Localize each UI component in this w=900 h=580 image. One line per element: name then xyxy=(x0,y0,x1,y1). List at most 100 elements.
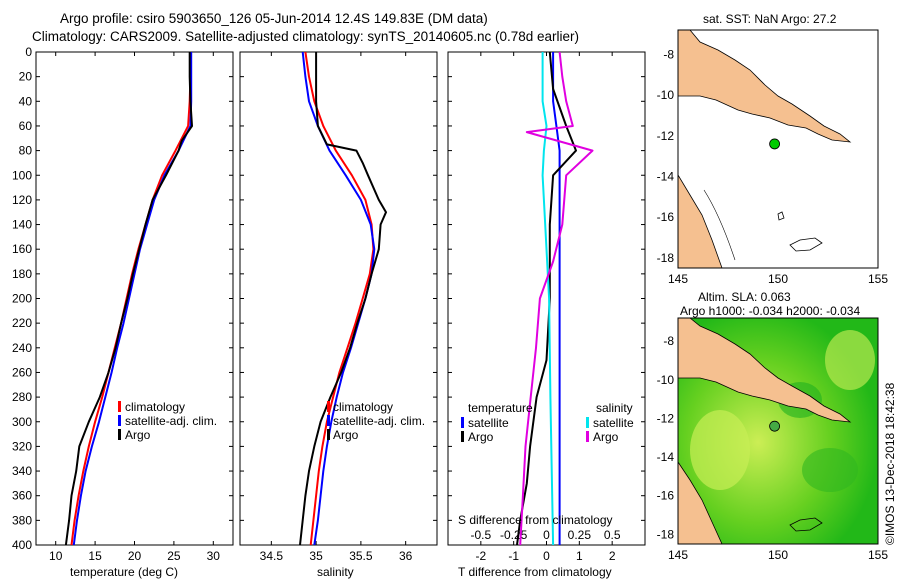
legend-title-temperature: temperature xyxy=(468,401,533,415)
coast-contour xyxy=(703,189,736,261)
y-tick-label: 120 xyxy=(12,193,32,207)
x-tick-label: 0 xyxy=(543,549,550,563)
australia-land xyxy=(678,461,723,544)
x-top-tick-label: -0.5 xyxy=(470,528,491,542)
x-tick-label: -1 xyxy=(508,549,519,563)
legend-swatch-climatology xyxy=(327,401,330,412)
map-y-tick-label: -10 xyxy=(657,373,675,387)
y-tick-label: 400 xyxy=(12,538,32,552)
legend-swatch-t-argo xyxy=(461,431,464,442)
x-top-tick-label: 0.25 xyxy=(568,528,592,542)
x-top-tick-label: 0.5 xyxy=(604,528,621,542)
legend-swatch-argo xyxy=(327,429,330,440)
argo-location-marker xyxy=(769,138,780,150)
series-line-argo xyxy=(64,52,193,545)
x-tick-label: 35 xyxy=(309,549,323,563)
x-tick-label: 34.5 xyxy=(260,549,284,563)
legend-label-climatology: climatology xyxy=(333,400,393,414)
sla-high-patch xyxy=(690,410,750,490)
series-line-t-satellite xyxy=(552,52,561,545)
reef-outline xyxy=(789,237,823,252)
map-x-tick-label: 155 xyxy=(868,548,888,562)
legend-swatch-climatology xyxy=(118,401,121,412)
map-x-tick-label: 145 xyxy=(668,272,688,286)
map-y-tick-label: -12 xyxy=(657,411,675,425)
map-y-tick-label: -18 xyxy=(657,527,675,541)
australia-land xyxy=(678,174,723,268)
y-tick-label: 300 xyxy=(12,415,32,429)
x-tick-label: 15 xyxy=(88,549,102,563)
map-x-tick-label: 155 xyxy=(868,272,888,286)
y-tick-label: 360 xyxy=(12,489,32,503)
map-y-tick-label: -16 xyxy=(657,489,675,503)
map-y-tick-label: -8 xyxy=(663,334,674,348)
reef-outline xyxy=(789,517,823,532)
y-tick-label: 100 xyxy=(12,168,32,182)
series-line-s-argo xyxy=(519,52,594,545)
y-tick-label: 240 xyxy=(12,341,32,355)
x-tick-label: 2 xyxy=(609,549,616,563)
x-tick-label: -2 xyxy=(475,549,486,563)
sla-low-patch xyxy=(802,448,858,492)
legend-swatch-t-satellite xyxy=(461,417,464,428)
map-y-tick-label: -8 xyxy=(663,47,674,61)
salinity-xlabel: salinity xyxy=(317,565,354,579)
map-y-tick-label: -14 xyxy=(657,169,675,183)
legend-label-argo: Argo xyxy=(125,428,151,442)
x-tick-label: 35.5 xyxy=(349,549,373,563)
legend-label-satellite: satellite-adj. clim. xyxy=(125,414,217,428)
temperature-xlabel: temperature (deg C) xyxy=(70,565,178,579)
difference-legend: temperature salinity satellite Argo sate… xyxy=(461,401,634,444)
argo-location-marker xyxy=(769,420,780,432)
y-tick-label: 160 xyxy=(12,242,32,256)
sst-map-title: sat. SST: NaN Argo: 27.2 xyxy=(703,12,837,26)
x-tick-label: 1 xyxy=(576,549,583,563)
difference-xlabel: T difference from climatology xyxy=(458,565,612,579)
series-line-climatology xyxy=(70,52,192,545)
x-tick-label: 25 xyxy=(167,549,181,563)
papua-new-guinea-land xyxy=(678,30,852,143)
y-tick-label: 200 xyxy=(12,292,32,306)
sla-high-patch xyxy=(825,330,875,390)
y-tick-label: 80 xyxy=(19,144,33,158)
x-tick-label: 10 xyxy=(49,549,63,563)
series-line-argo xyxy=(299,52,387,545)
map-x-tick-label: 150 xyxy=(768,548,788,562)
sst-map-area xyxy=(678,30,878,268)
imos-credit: ©IMOS 13-Dec-2018 18:42:38 xyxy=(883,382,897,545)
legend-label-climatology: climatology xyxy=(125,400,185,414)
y-tick-label: 320 xyxy=(12,439,32,453)
map-x-tick-label: 145 xyxy=(668,548,688,562)
series-group xyxy=(299,52,387,545)
map-y-tick-label: -12 xyxy=(657,129,675,143)
salinity-legend: climatology satellite-adj. clim. Argo xyxy=(327,400,425,442)
legend-swatch-argo xyxy=(118,429,121,440)
x-tick-label: 20 xyxy=(128,549,142,563)
y-tick-label: 40 xyxy=(19,94,33,108)
map-y-tick-label: -18 xyxy=(657,251,675,265)
sst-map-frame xyxy=(677,29,879,269)
series-line-climatology xyxy=(304,52,375,545)
y-tick-label: 220 xyxy=(12,316,32,330)
y-tick-label: 340 xyxy=(12,464,32,478)
legend-swatch-satellite xyxy=(118,415,121,426)
title-line-1: Argo profile: csiro 5903650_126 05-Jun-2… xyxy=(60,11,488,26)
map-y-tick-label: -16 xyxy=(657,210,675,224)
x-top-tick-label: -0.25 xyxy=(500,528,528,542)
map-y-tick-label: -10 xyxy=(657,88,675,102)
legend-label-satellite: satellite-adj. clim. xyxy=(333,414,425,428)
map-x-tick-label: 150 xyxy=(768,272,788,286)
y-tick-label: 180 xyxy=(12,267,32,281)
axes-layer: 0204060801001201401601802002202402602803… xyxy=(12,30,888,563)
sla-map-title: Altim. SLA: 0.063 xyxy=(698,290,791,304)
legend-label-s-satellite: satellite xyxy=(593,416,634,430)
title-line-2: Climatology: CARS2009. Satellite-adjuste… xyxy=(32,29,579,44)
series-group xyxy=(64,52,193,545)
sla-map-subtitle: Argo h1000: -0.034 h2000: -0.034 xyxy=(680,304,860,318)
y-tick-label: 0 xyxy=(25,45,32,59)
y-tick-label: 380 xyxy=(12,513,32,527)
series-group xyxy=(516,52,594,545)
y-tick-label: 20 xyxy=(19,70,33,84)
temperature-plot-frame xyxy=(35,51,234,546)
